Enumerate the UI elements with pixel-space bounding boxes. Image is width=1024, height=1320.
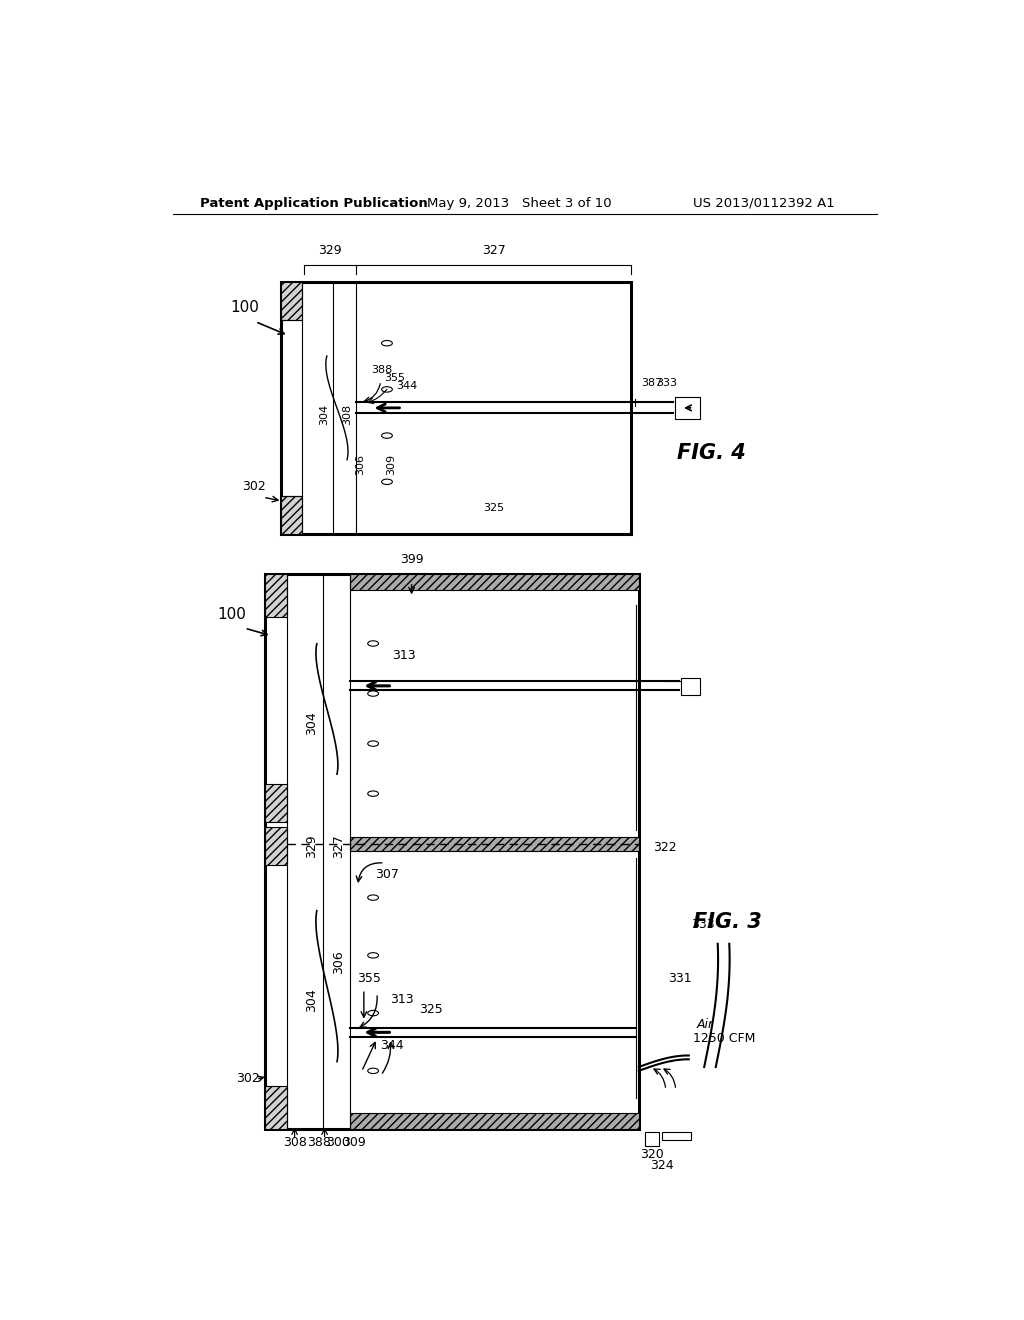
Text: 344: 344 [396,380,418,391]
Bar [281,281,302,321]
Text: 309: 309 [386,454,396,475]
Text: FIG. 4: FIG. 4 [677,442,746,463]
Text: US 2013/0112392 A1: US 2013/0112392 A1 [692,197,835,210]
Text: 304: 304 [318,404,329,425]
Text: 308: 308 [342,404,352,425]
Text: 327: 327 [481,244,506,257]
Text: 313: 313 [392,649,416,661]
Bar [281,496,302,535]
Bar [675,397,699,418]
Text: 322: 322 [652,841,676,854]
Text: 329: 329 [318,244,342,257]
Text: 308: 308 [283,1135,306,1148]
Ellipse shape [382,341,392,346]
Bar [265,574,287,616]
Text: 304: 304 [305,711,318,735]
Bar [645,1131,658,1146]
Text: 331: 331 [668,973,691,985]
Ellipse shape [382,433,392,438]
Text: 399: 399 [399,553,423,566]
Ellipse shape [368,895,379,900]
Ellipse shape [368,953,379,958]
Text: 307: 307 [375,869,399,882]
Text: Patent Application Publication: Patent Application Publication [200,197,428,210]
Text: 325: 325 [419,1003,442,1016]
Text: 302: 302 [236,1072,259,1085]
Bar [662,1131,691,1140]
Text: 325: 325 [483,503,504,513]
Ellipse shape [382,479,392,484]
Ellipse shape [368,640,379,647]
Text: 355: 355 [384,374,404,383]
Bar [350,1113,639,1129]
Text: Air: Air [696,1019,714,1031]
Text: 306: 306 [332,950,345,974]
Text: 100: 100 [230,301,259,315]
Text: 300: 300 [327,1135,350,1148]
Bar [350,574,639,590]
Text: 100: 100 [218,607,247,622]
Text: FIG. 3: FIG. 3 [692,912,762,932]
Text: 388: 388 [372,366,393,375]
Ellipse shape [368,690,379,696]
Text: 333: 333 [691,919,715,932]
Text: 320: 320 [640,1148,664,1160]
Text: 329: 329 [305,834,318,858]
Text: 302: 302 [242,479,265,492]
Bar [350,837,639,850]
Text: 304: 304 [305,989,318,1012]
Ellipse shape [368,741,379,746]
Bar [265,784,287,822]
Text: 333: 333 [656,378,678,388]
Bar [265,826,287,866]
Ellipse shape [368,1068,379,1073]
Text: 324: 324 [650,1159,674,1172]
Ellipse shape [368,791,379,796]
Text: 387: 387 [641,378,663,388]
Bar [265,1086,287,1129]
Ellipse shape [368,1010,379,1016]
Text: 388: 388 [307,1135,331,1148]
Text: 344: 344 [381,1039,404,1052]
Bar [265,574,639,1129]
Text: 306: 306 [355,454,365,475]
Text: 1250 CFM: 1250 CFM [692,1032,755,1045]
Text: 313: 313 [390,993,414,1006]
Text: 355: 355 [357,973,381,985]
Text: 309: 309 [342,1135,366,1148]
Text: May 9, 2013   Sheet 3 of 10: May 9, 2013 Sheet 3 of 10 [427,197,611,210]
Bar [681,678,700,696]
Text: 327: 327 [332,834,345,858]
Ellipse shape [382,387,392,392]
Bar [281,281,631,535]
